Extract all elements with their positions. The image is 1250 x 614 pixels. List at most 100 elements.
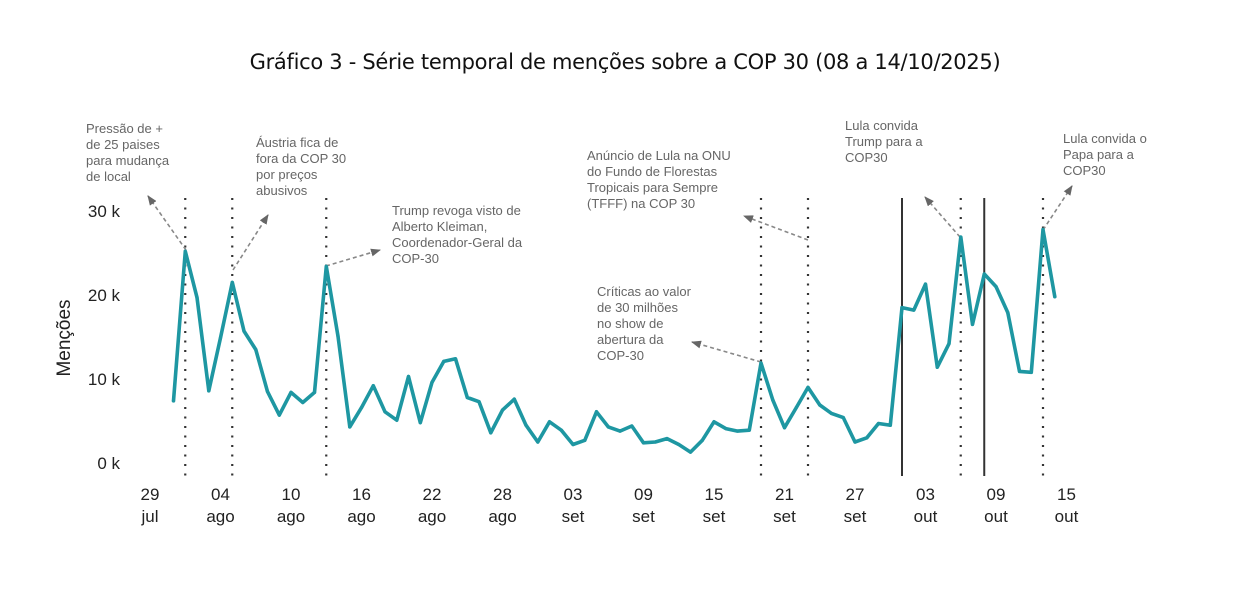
annotation-line: Anúncio de Lula na ONU (587, 148, 731, 163)
annotation-line: para mudança (86, 153, 170, 168)
x-tick-day: 04 (211, 485, 230, 504)
data-point (254, 348, 258, 352)
annotation-arrow (924, 196, 961, 238)
y-ticks: 0 k 10 k 20 k 30 k (88, 202, 121, 473)
x-tick-label: 15 set (703, 485, 726, 526)
data-point (782, 426, 787, 430)
x-tick-day: 16 (352, 485, 371, 504)
x-tick-day: 15 (1057, 485, 1076, 504)
x-tick-month: out (914, 507, 938, 526)
x-tick-day: 09 (634, 485, 653, 504)
x-tick-month: set (703, 507, 726, 526)
data-point (876, 421, 881, 426)
data-point (547, 420, 552, 424)
x-tick-day: 03 (916, 485, 935, 504)
data-point (1041, 227, 1045, 232)
data-point (359, 405, 364, 410)
x-tick-label: 29 jul (140, 485, 159, 526)
annotation-line: de 30 milhões (597, 300, 678, 315)
data-point (289, 390, 293, 395)
x-tick-label: 03 set (562, 485, 585, 526)
annotation-line: (TFFF) na COP 30 (587, 196, 695, 211)
annotation-line: de 25 paises (86, 137, 160, 152)
y-tick-label: 30 k (88, 202, 121, 221)
data-point (583, 438, 587, 442)
annotation-line: Lula convida (845, 118, 919, 133)
y-tick-label: 20 k (88, 286, 121, 305)
data-point (630, 424, 634, 428)
data-point (242, 329, 246, 333)
x-tick-day: 29 (141, 485, 160, 504)
data-point (923, 282, 928, 286)
data-point (1053, 295, 1057, 299)
data-point (594, 410, 599, 414)
data-point (324, 264, 328, 269)
x-tick-day: 21 (775, 485, 794, 504)
data-point (230, 280, 234, 284)
x-tick-month: ago (488, 507, 516, 526)
data-point (500, 408, 505, 412)
annotation-text: Críticas ao valor de 30 milhões no show de… (597, 284, 692, 363)
data-point (277, 413, 281, 417)
x-tick-day: 03 (564, 485, 583, 504)
x-tick-month: ago (206, 507, 234, 526)
data-point (265, 390, 270, 394)
x-tick-day: 09 (987, 485, 1006, 504)
x-tick-label: 03 out (914, 485, 938, 526)
data-point (571, 442, 575, 447)
data-point (512, 397, 516, 401)
data-point (171, 399, 176, 403)
x-tick-month: ago (347, 507, 375, 526)
x-tick-month: ago (277, 507, 305, 526)
x-tick-day: 10 (282, 485, 301, 504)
data-point (829, 411, 834, 416)
x-tick-month: set (844, 507, 867, 526)
x-tick-label: 15 out (1055, 485, 1079, 526)
data-point (665, 437, 669, 441)
annotation-line: Áustria fica de (256, 135, 338, 150)
x-tick-label: 22 ago (418, 485, 446, 526)
annotation-line: COP30 (845, 150, 888, 165)
data-point (383, 410, 387, 414)
data-point (406, 374, 411, 379)
data-point (641, 441, 646, 445)
data-point (1017, 369, 1022, 374)
data-point (195, 295, 199, 300)
data-point (853, 440, 857, 444)
annotation-line: Pressão de + (86, 121, 163, 136)
annotation-arrow (147, 195, 187, 251)
annotation-line: do Fundo de Florestas (587, 164, 718, 179)
y-tick-label: 10 k (88, 370, 121, 389)
x-tick-month: ago (418, 507, 446, 526)
x-tick-month: set (632, 507, 655, 526)
data-point (536, 440, 540, 444)
annotation-line: de local (86, 169, 131, 184)
data-point (465, 395, 469, 400)
x-tick-label: 10 ago (277, 485, 305, 526)
x-tick-month: out (984, 507, 1008, 526)
data-point (724, 426, 728, 431)
annotation-line: abertura da (597, 332, 664, 347)
annotation-text: Trump revoga visto de Alberto Kleiman, Coo… (392, 203, 523, 266)
x-tick-label: 16 ago (347, 485, 375, 526)
annotations: Pressão de + de 25 paises para mudança de l… (86, 118, 1147, 363)
annotation-line: fora da COP 30 (256, 151, 346, 166)
data-point (395, 418, 399, 422)
annotation-line: COP-30 (392, 251, 439, 266)
x-tick-label: 28 ago (488, 485, 516, 526)
data-point (418, 421, 422, 425)
annotation-line: por preços (256, 167, 318, 182)
x-tick-month: out (1055, 507, 1079, 526)
x-tick-day: 27 (846, 485, 865, 504)
data-point (442, 359, 446, 363)
annotation-line: Trump para a (845, 134, 923, 149)
data-point (888, 423, 892, 427)
data-point (735, 429, 740, 433)
data-point (218, 336, 223, 340)
data-point (430, 380, 434, 384)
data-point (371, 384, 375, 388)
annotation-line: Lula convida o (1063, 131, 1147, 146)
annotation-text: Lula convida Trump para a COP30 (845, 118, 923, 165)
annotation-arrows (147, 185, 1073, 363)
